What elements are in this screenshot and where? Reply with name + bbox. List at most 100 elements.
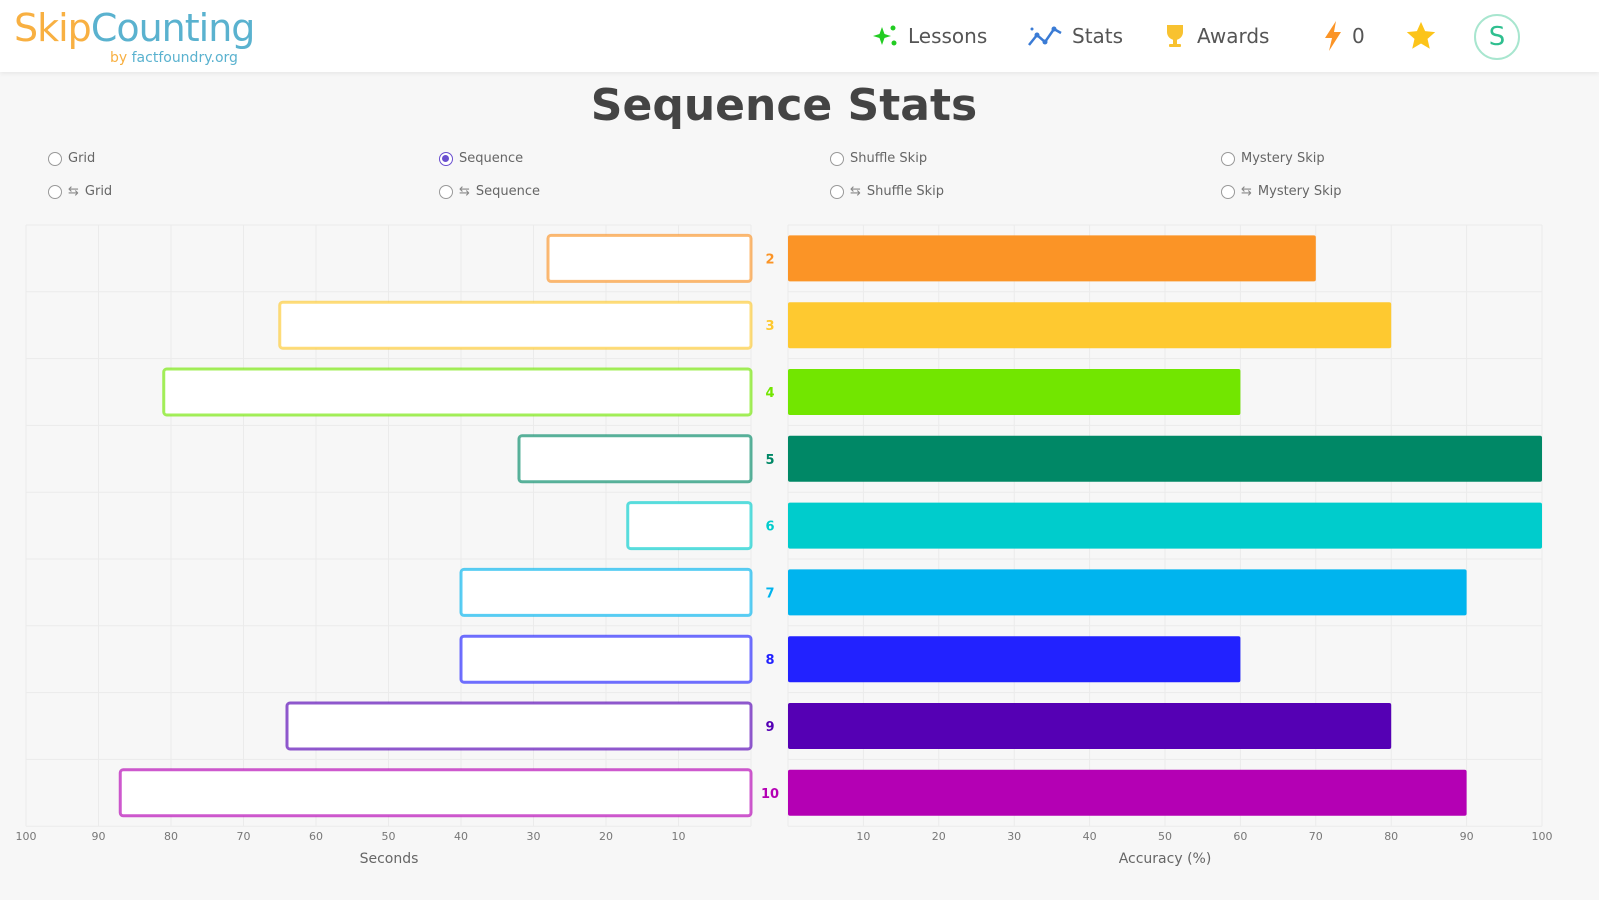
right-axis-tick-label: 70 xyxy=(1309,830,1323,843)
accuracy-bar-3 xyxy=(788,302,1392,349)
mode-radio-reverse-grid[interactable]: ⇆ Grid xyxy=(48,184,112,199)
bars xyxy=(118,233,1542,818)
seconds-bar-3 xyxy=(278,300,753,350)
sparkle-icon xyxy=(872,23,900,49)
radio-button-checked[interactable] xyxy=(439,151,453,166)
logo-by-text: by xyxy=(110,50,128,66)
star-icon xyxy=(1404,19,1438,53)
right-axis-tick-label: 20 xyxy=(932,830,946,843)
mode-label: Sequence xyxy=(459,151,524,166)
category-label-7: 7 xyxy=(765,586,774,601)
right-axis-tick-label: 50 xyxy=(1158,830,1172,843)
mode-label: Shuffle Skip xyxy=(850,151,928,166)
accuracy-bar-8 xyxy=(788,636,1241,683)
mode-radio-sequence[interactable]: Sequence xyxy=(439,151,523,166)
seconds-bar-10 xyxy=(118,768,753,818)
category-label-5: 5 xyxy=(765,453,774,468)
right-axis-tick-label: 90 xyxy=(1460,830,1474,843)
mode-radio-reverse-mystery-skip[interactable]: ⇆ Mystery Skip xyxy=(1221,184,1342,199)
trophy-icon xyxy=(1161,22,1189,50)
category-label-10: 10 xyxy=(761,787,779,802)
nav-stats-label: Stats xyxy=(1072,24,1124,48)
seconds-bar-7 xyxy=(459,567,753,617)
left-axis-tick-label: 100 xyxy=(16,830,37,843)
radio-button[interactable] xyxy=(830,184,844,199)
left-axis-tick-label: 20 xyxy=(599,830,613,843)
lightning-icon xyxy=(1322,20,1344,52)
avatar-letter: S xyxy=(1488,22,1506,52)
left-axis-tick-label: 30 xyxy=(527,830,541,843)
avatar[interactable]: S xyxy=(1474,14,1520,60)
category-label-column xyxy=(752,225,787,827)
mode-label: Mystery Skip xyxy=(1241,151,1325,166)
nav-lessons-label: Lessons xyxy=(908,24,988,48)
mode-label: Grid xyxy=(84,184,113,199)
mode-radio-reverse-sequence[interactable]: ⇆ Sequence xyxy=(439,184,540,199)
left-axis-tick-label: 40 xyxy=(454,830,468,843)
right-axis-tick-label: 30 xyxy=(1007,830,1021,843)
right-axis-tick-label: 100 xyxy=(1532,830,1553,843)
mode-radio-grid[interactable]: Grid xyxy=(48,151,95,166)
chart-line-icon xyxy=(1026,23,1064,49)
accuracy-bar-10 xyxy=(788,769,1467,816)
nav-lessons[interactable]: Lessons xyxy=(872,0,987,72)
nav-awards-label: Awards xyxy=(1197,24,1270,48)
sequence-stats-chart: 2 3 4 5 6 7 8 9 10 100 90 80 70 60 50 40 30 20 10 10 20 30 40… xyxy=(16,224,1553,867)
nav-stats[interactable]: Stats xyxy=(1026,0,1123,72)
reverse-icon: ⇆ xyxy=(850,184,861,199)
radio-button[interactable] xyxy=(439,184,453,199)
mode-label: Mystery Skip xyxy=(1257,184,1342,199)
mode-label: Grid xyxy=(68,151,96,166)
logo-site-text: factfoundry.org xyxy=(131,50,238,66)
logo-counting-text: Counting xyxy=(90,6,256,50)
left-axis-tick-label: 90 xyxy=(92,830,106,843)
left-axis-tick-label: 70 xyxy=(237,830,251,843)
seconds-bar-6 xyxy=(626,501,753,551)
left-axis-tick-label: 80 xyxy=(164,830,178,843)
streak-count: 0 xyxy=(1352,24,1365,48)
logo[interactable]: SkipCounting by factfoundry.org xyxy=(14,6,256,66)
category-labels: 2 3 4 5 6 7 8 9 10 xyxy=(761,252,779,801)
seconds-bar-4 xyxy=(162,367,753,417)
radio-button[interactable] xyxy=(48,184,62,199)
right-axis-tick-label: 80 xyxy=(1384,830,1398,843)
seconds-bar-2 xyxy=(546,233,753,283)
mode-label: Sequence xyxy=(475,184,541,199)
mode-radio-reverse-shuffle-skip[interactable]: ⇆ Shuffle Skip xyxy=(830,184,944,199)
axes: 100 90 80 70 60 50 40 30 20 10 10 20 30 40 50 60 70 80 90 1… xyxy=(16,830,1553,843)
star-button[interactable] xyxy=(1404,0,1438,72)
seconds-bar-5 xyxy=(517,434,753,484)
nav-awards[interactable]: Awards xyxy=(1161,0,1269,72)
radio-button[interactable] xyxy=(1221,151,1235,166)
right-axis-title: Accuracy (%) xyxy=(1119,851,1212,867)
category-label-9: 9 xyxy=(765,720,774,735)
radio-button[interactable] xyxy=(48,151,62,166)
mode-radio-shuffle-skip[interactable]: Shuffle Skip xyxy=(830,151,927,166)
page-title: Sequence Stats xyxy=(590,80,978,131)
reverse-icon: ⇆ xyxy=(459,184,470,199)
mode-radio-mystery-skip[interactable]: Mystery Skip xyxy=(1221,151,1325,166)
left-axis-tick-label: 50 xyxy=(382,830,396,843)
accuracy-bar-9 xyxy=(788,703,1392,749)
category-label-4: 4 xyxy=(765,386,774,401)
accuracy-bar-2 xyxy=(788,235,1316,282)
right-axis-tick-label: 40 xyxy=(1083,830,1097,843)
left-axis-title: Seconds xyxy=(360,851,419,867)
reverse-icon: ⇆ xyxy=(68,184,79,199)
radio-button[interactable] xyxy=(830,151,844,166)
logo-skip-text: Skip xyxy=(14,6,92,50)
category-label-8: 8 xyxy=(765,653,774,668)
category-label-2: 2 xyxy=(765,252,774,267)
radio-button[interactable] xyxy=(1221,184,1235,199)
category-label-6: 6 xyxy=(765,520,774,535)
streak-counter[interactable]: 0 xyxy=(1322,0,1365,72)
accuracy-bar-5 xyxy=(788,435,1542,482)
accuracy-bar-7 xyxy=(788,569,1467,616)
seconds-bar-8 xyxy=(459,634,753,684)
left-axis-tick-label: 60 xyxy=(309,830,323,843)
accuracy-bar-6 xyxy=(788,502,1542,549)
category-label-3: 3 xyxy=(765,319,774,334)
top-nav-bar: SkipCounting by factfoundry.org Lessons … xyxy=(0,0,1599,72)
seconds-bar-9 xyxy=(285,701,753,751)
accuracy-bar-4 xyxy=(788,369,1241,415)
